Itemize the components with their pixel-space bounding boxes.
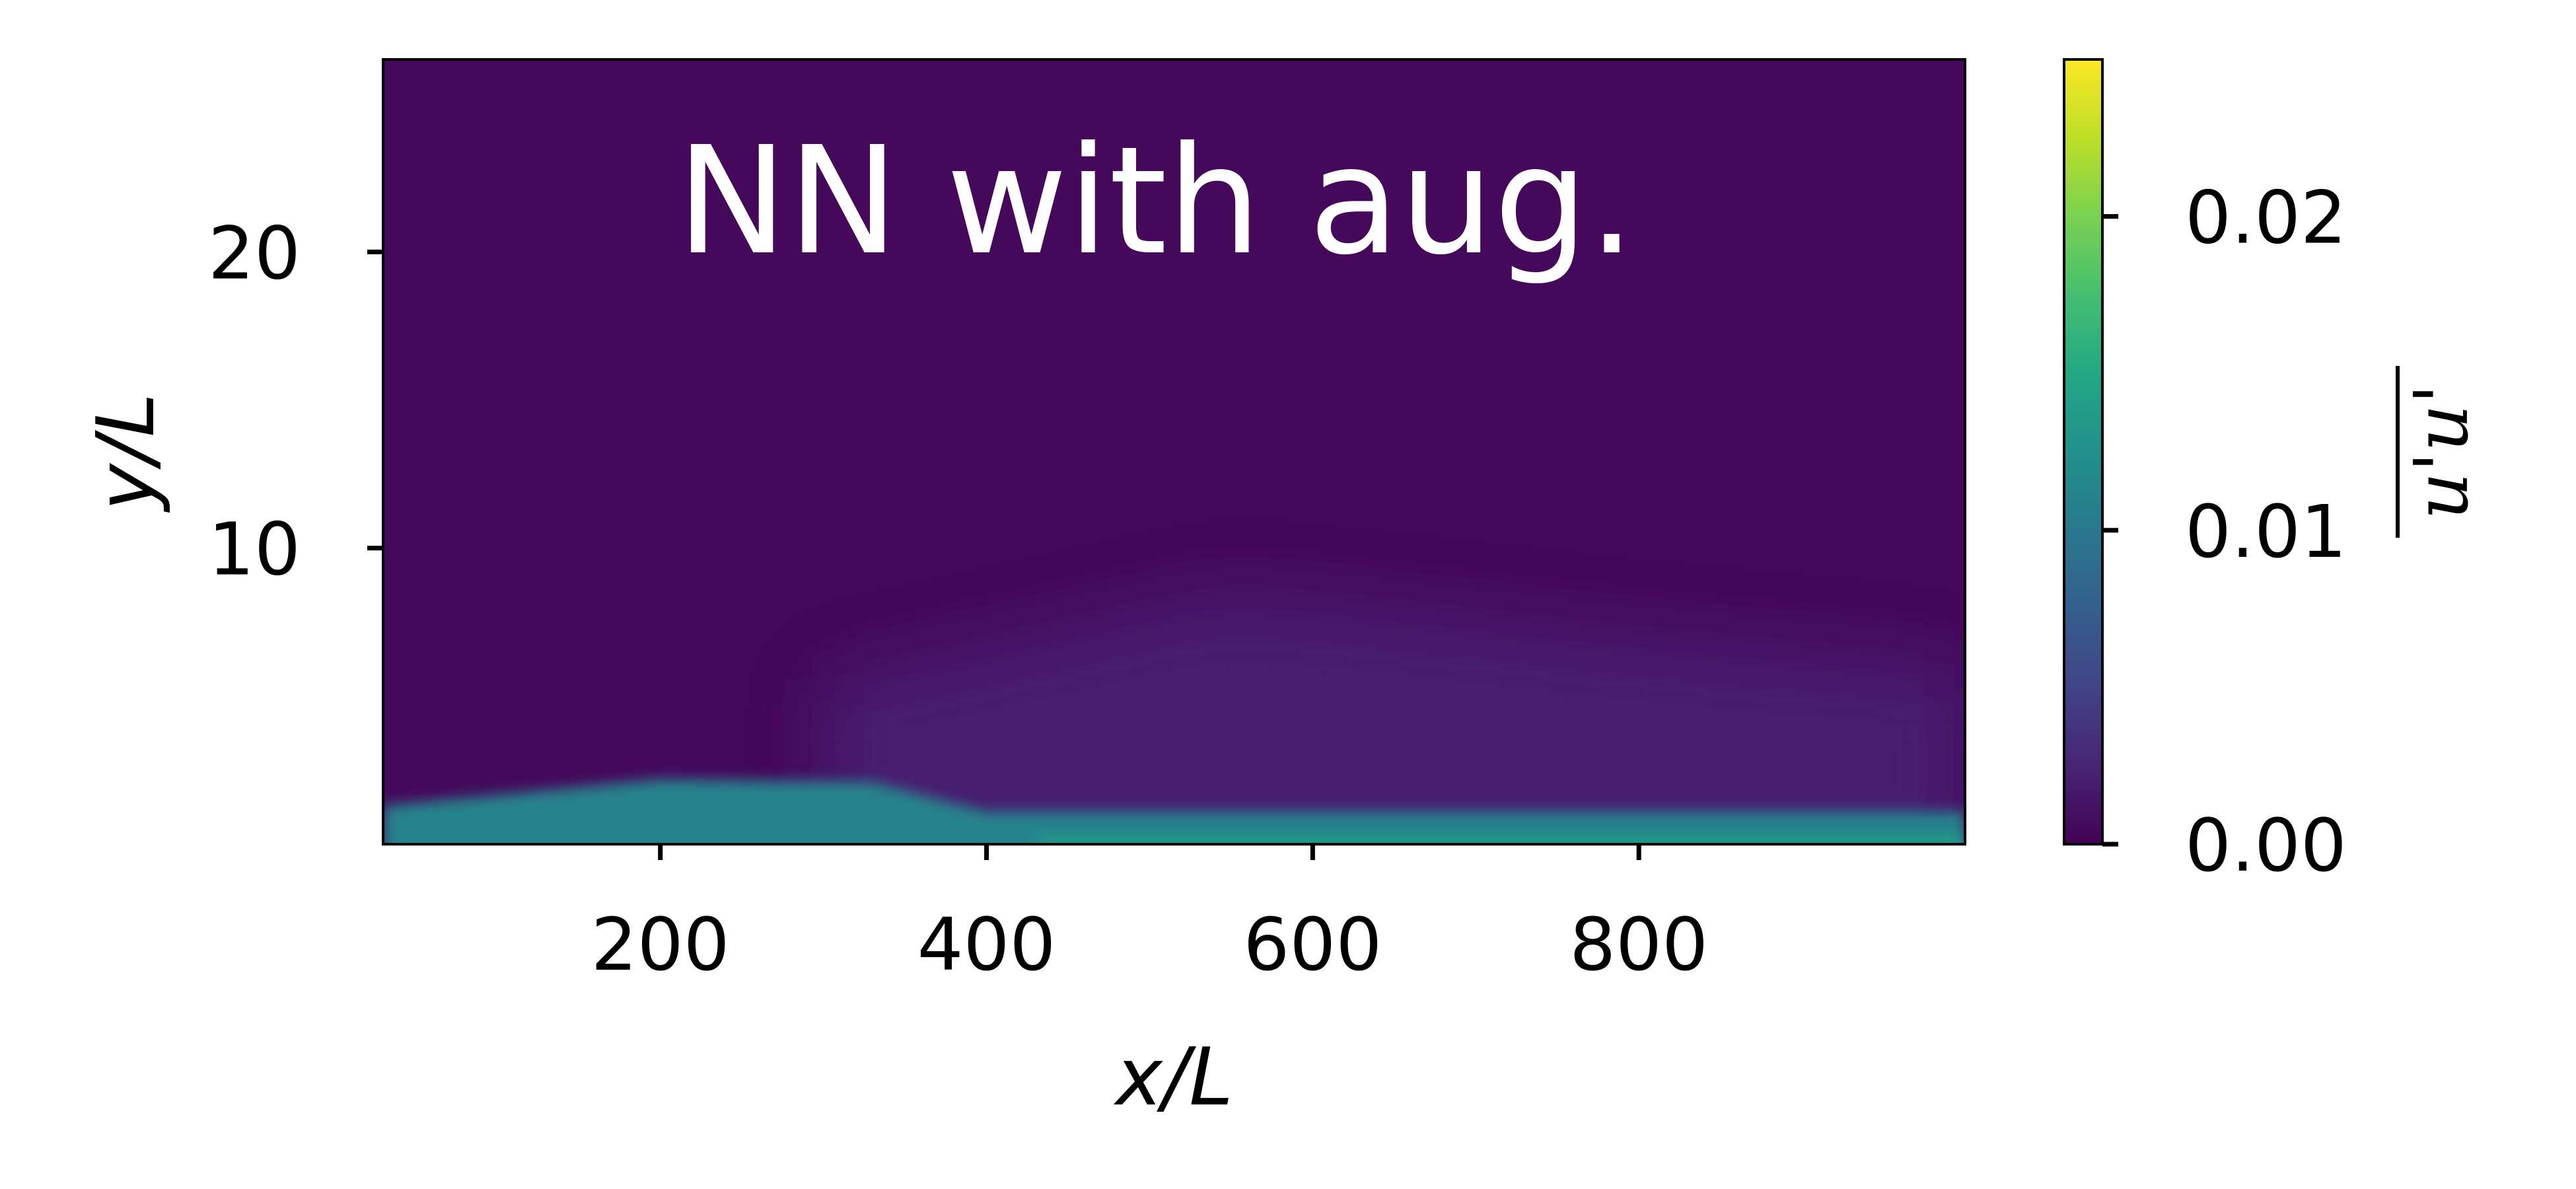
x-axis-label: x/L	[1113, 1032, 1233, 1124]
y-tick-label: 20	[208, 211, 301, 295]
x-tick-label: 800	[1569, 902, 1708, 987]
x-tick-label: 200	[591, 902, 730, 987]
field-layer-3	[823, 592, 1965, 844]
heatmap-field	[383, 59, 1965, 844]
field-layer-2	[1035, 835, 1965, 844]
colorbar-label-group: u'u'	[2396, 366, 2485, 538]
field-layer-1	[383, 779, 1965, 844]
colorbar-ticks: 0.00 0.01 0.02	[2102, 176, 2347, 888]
x-tick-label: 600	[1243, 902, 1382, 987]
y-tick-label: 10	[208, 507, 301, 592]
colorbar-tick-label: 0.00	[2185, 803, 2347, 888]
colorbar-tick-label: 0.02	[2185, 176, 2347, 260]
colorbar-tick-label: 0.01	[2185, 489, 2347, 574]
x-axis-ticks: 200 400 600 800	[591, 844, 1708, 987]
plot-frame	[382, 58, 1966, 846]
y-axis-label: y/L	[81, 393, 172, 513]
y-axis-ticks: 10 20	[208, 211, 383, 592]
colorbar	[2063, 58, 2104, 846]
x-tick-label: 400	[917, 902, 1056, 987]
chart-title: NN with aug.	[676, 115, 1635, 288]
colorbar-label: u'u'	[2399, 384, 2485, 520]
